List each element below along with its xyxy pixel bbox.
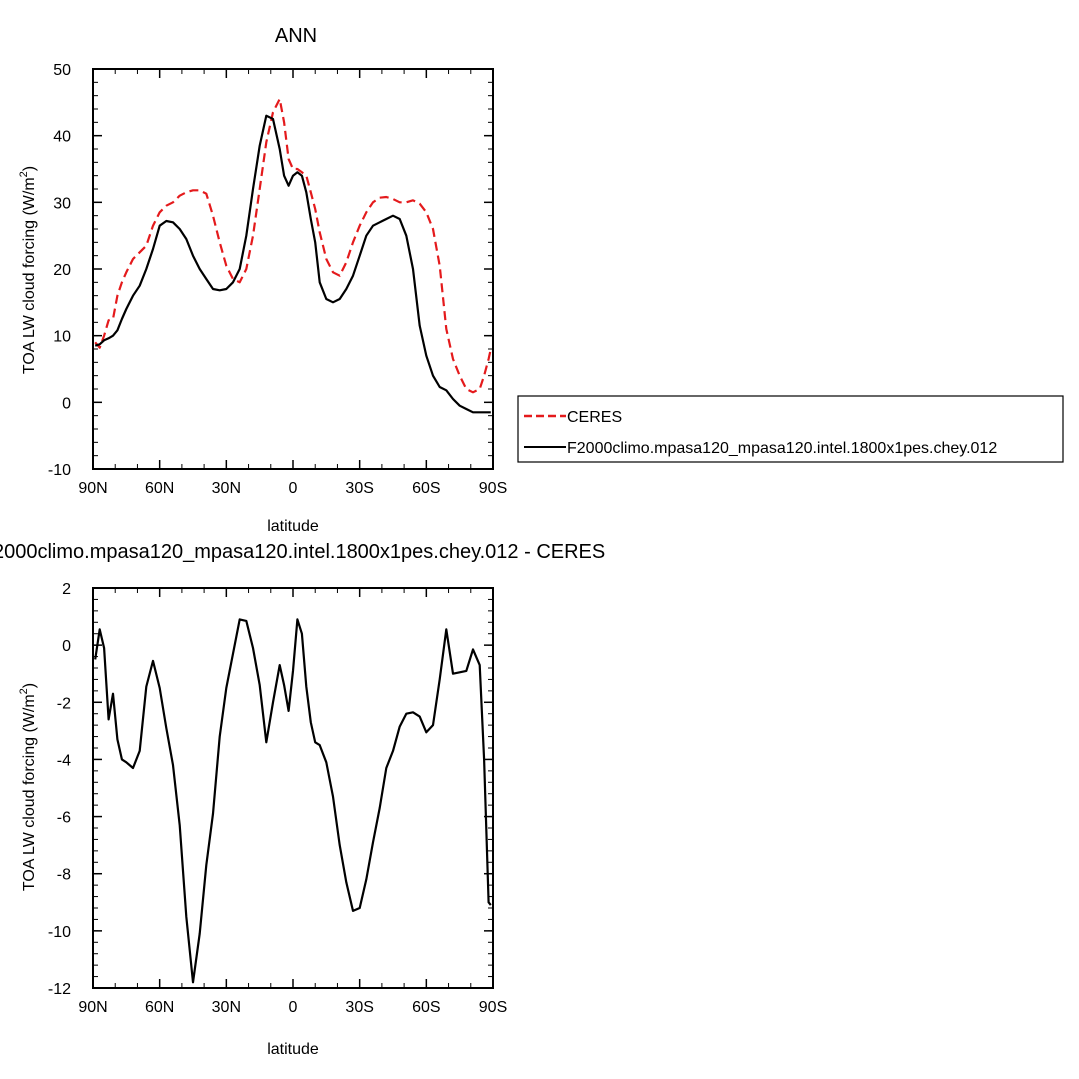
bottom-ytick-label: -12 <box>48 981 71 998</box>
legend-ceres-label: CERES <box>567 409 622 426</box>
bottom-ytick-label: -10 <box>48 924 71 941</box>
legend-box <box>517 395 1064 463</box>
bottom-ytick-label: 2 <box>62 581 71 598</box>
top-panel-xlabel: latitude <box>267 518 319 535</box>
bottom-ytick-label: -8 <box>57 867 71 884</box>
svg-text:TOA LW cloud forcing (W/m2): TOA LW cloud forcing (W/m2) <box>18 683 38 891</box>
bottom-xtick-label: 30N <box>212 999 241 1016</box>
bottom-panel-title: F2000climo.mpasa120_mpasa120.intel.1800x… <box>0 541 605 563</box>
legend: CERES F2000climo.mpasa120_mpasa120.intel… <box>517 395 1064 463</box>
top-panel-ylabel: TOA LW cloud forcing (W/m2) <box>18 166 38 374</box>
bottom-ytick-label: 0 <box>62 638 71 655</box>
top-xtick-label: 30N <box>212 480 241 497</box>
bottom-ytick-label: -4 <box>57 752 71 769</box>
top-ytick-label: -10 <box>48 462 71 479</box>
top-xtick-label: 60N <box>145 480 174 497</box>
bottom-xtick-label: 60N <box>145 999 174 1016</box>
top-xtick-label: 60S <box>412 480 440 497</box>
bottom-xtick-label: 60S <box>412 999 440 1016</box>
bottom-panel-difference: F2000climo.mpasa120_mpasa120.intel.1800x… <box>0 541 605 1058</box>
bottom-ytick-label: -2 <box>57 695 71 712</box>
top-panel-title: ANN <box>275 25 317 47</box>
bottom-xtick-label: 30S <box>345 999 373 1016</box>
bottom-panel-frame <box>92 587 494 989</box>
top-series-line-ceres <box>94 97 492 394</box>
top-panel-ticks: 90N 60N 30N 0 30S 60S 90S -10 0 10 20 30 40 50 <box>48 62 507 497</box>
bottom-panel-xlabel: latitude <box>267 1041 319 1058</box>
bottom-panel-ylabel: TOA LW cloud forcing (W/m2) <box>18 683 38 891</box>
bottom-xtick-label: 0 <box>289 999 298 1016</box>
top-panel-annual-cloud-forcing: ANN TOA LW cloud forcing (W/m2) latitude… <box>18 25 507 535</box>
bottom-xtick-label: 90N <box>78 999 107 1016</box>
top-xtick-label: 90N <box>78 480 107 497</box>
top-panel-series <box>94 97 492 414</box>
bottom-panel-series <box>94 618 492 984</box>
bottom-panel-ticks: 90N 60N 30N 0 30S 60S 90S -12 -10 -8 -6 -4 -2 0 2 <box>48 581 507 1016</box>
top-panel-frame <box>92 68 494 470</box>
svg-text:TOA LW cloud forcing (W/m2): TOA LW cloud forcing (W/m2) <box>18 166 38 374</box>
top-series-line-model <box>94 114 491 414</box>
top-xtick-label: 30S <box>345 480 373 497</box>
top-ytick-label: 20 <box>53 262 71 279</box>
top-xtick-label: 90S <box>479 480 507 497</box>
top-ytick-label: 10 <box>53 329 71 346</box>
bottom-ytick-label: -6 <box>57 810 71 827</box>
top-ytick-label: 50 <box>53 62 71 79</box>
top-ytick-label: 0 <box>62 395 71 412</box>
top-ytick-label: 30 <box>53 195 71 212</box>
bottom-xtick-label: 90S <box>479 999 507 1016</box>
top-ytick-label: 40 <box>53 129 71 146</box>
legend-model-label: F2000climo.mpasa120_mpasa120.intel.1800x… <box>567 440 997 457</box>
bottom-series-line-model <box>94 618 492 984</box>
top-xtick-label: 0 <box>289 480 298 497</box>
